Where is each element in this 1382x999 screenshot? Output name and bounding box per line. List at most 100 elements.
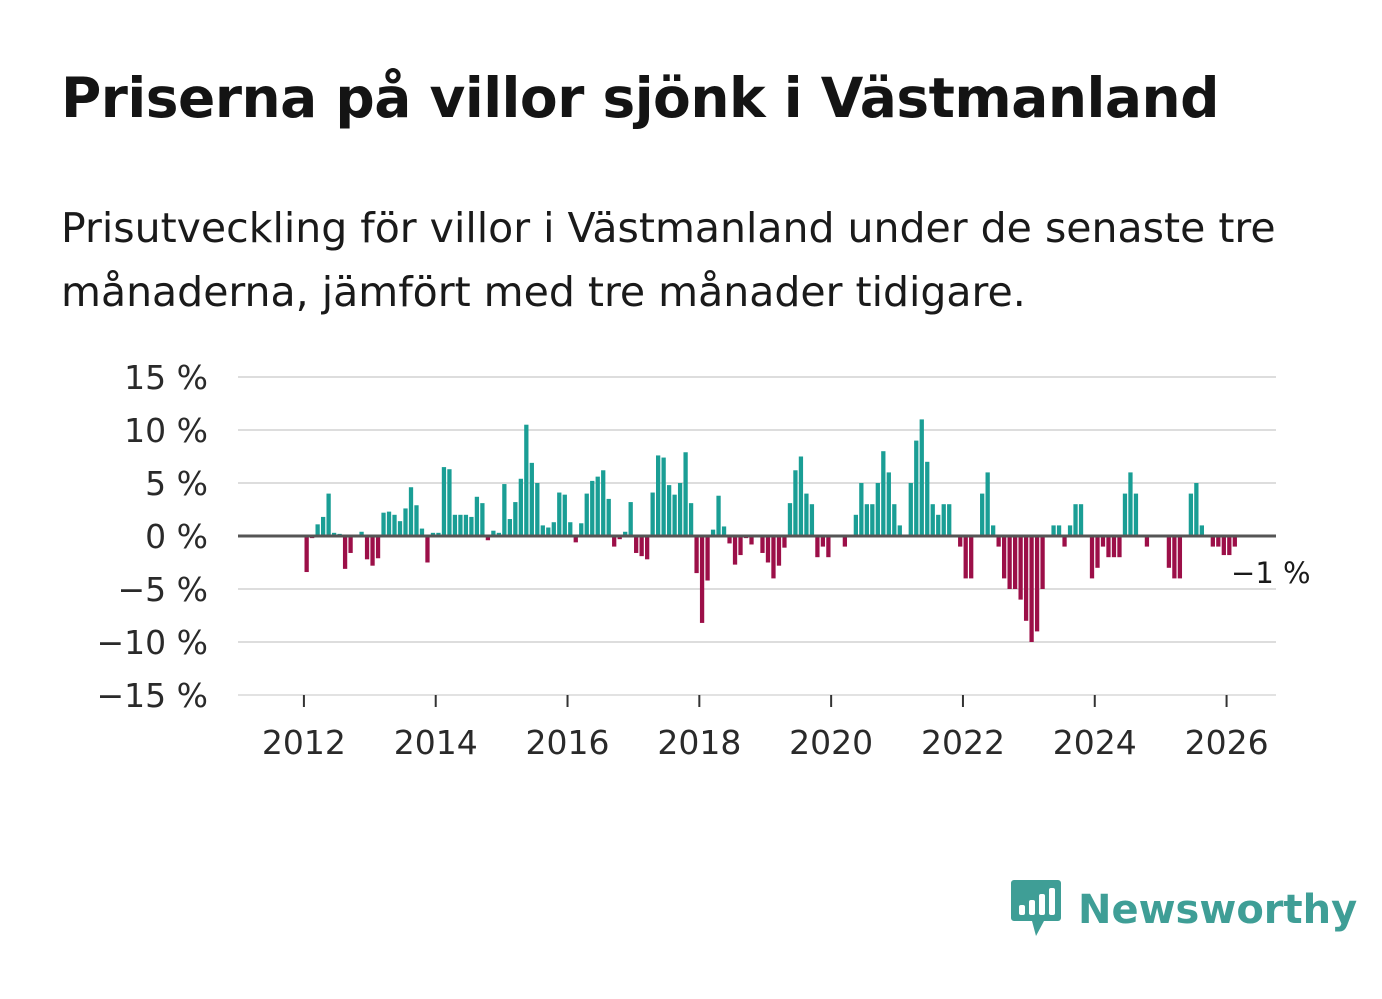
- bar: [760, 536, 765, 553]
- bar: [1117, 536, 1122, 558]
- y-axis-labels: 15 % 10 % 5 % 0 % −5 % −10 % −15 %: [97, 358, 209, 715]
- bar: [716, 495, 721, 536]
- bar: [469, 516, 474, 536]
- bar: [793, 470, 798, 536]
- bar: [749, 536, 754, 545]
- bar: [342, 536, 348, 569]
- bar: [859, 483, 864, 536]
- bar: [628, 502, 633, 536]
- bar: [375, 536, 381, 559]
- bar: [925, 461, 930, 536]
- bar: [370, 536, 375, 566]
- x-axis-labels: 2012 2014 2016 2018 2020 2022 2024 2026: [262, 723, 1269, 762]
- bar: [502, 484, 507, 536]
- bar: [1067, 525, 1073, 536]
- bar: [804, 493, 809, 536]
- bar: [1078, 504, 1084, 536]
- bar: [573, 536, 578, 543]
- bar: [463, 514, 469, 536]
- chart-title: Priserna på villor sjönk i Västmanland: [61, 66, 1220, 130]
- bar: [853, 514, 858, 536]
- bar: [320, 516, 326, 536]
- bar: [513, 502, 518, 536]
- bar: [732, 536, 738, 565]
- bar: [1106, 536, 1111, 558]
- bar: [991, 525, 996, 536]
- chart-subtitle: Prisutveckling för villor i Västmanland …: [61, 204, 1276, 316]
- bar: [304, 536, 309, 573]
- bar: [606, 498, 611, 536]
- bar: [348, 536, 353, 553]
- bar: [1216, 536, 1221, 547]
- bar: [524, 424, 529, 536]
- bar: [1034, 536, 1040, 632]
- bar: [694, 536, 699, 574]
- bar: [1122, 493, 1128, 536]
- x-tick-label: 2016: [526, 723, 610, 762]
- bar: [595, 476, 600, 536]
- bar: [666, 485, 672, 536]
- bar: [529, 462, 534, 536]
- bar: [326, 493, 331, 536]
- bar: [639, 536, 644, 557]
- bar: [996, 536, 1001, 547]
- bar: [1172, 536, 1177, 579]
- bar: [677, 483, 683, 536]
- bar: [864, 504, 869, 536]
- bar: [820, 536, 826, 547]
- y-tick-label: −10 %: [97, 623, 209, 662]
- bar: [1100, 536, 1106, 547]
- x-tick-label: 2022: [921, 723, 1005, 762]
- bar: [414, 505, 419, 536]
- bar: [936, 514, 941, 536]
- bar: [634, 536, 639, 553]
- bar: [699, 536, 705, 623]
- bar: [584, 493, 589, 536]
- bar: [579, 523, 584, 536]
- brand-name: Newsworthy: [1078, 887, 1358, 933]
- bar: [601, 470, 606, 536]
- bar: [397, 521, 403, 536]
- bar: [535, 483, 540, 536]
- bar: [447, 469, 452, 536]
- bar: [386, 511, 392, 536]
- bar: [683, 452, 688, 536]
- bar: [645, 536, 650, 560]
- bar: [612, 536, 617, 547]
- newsworthy-logo-icon: [1010, 878, 1062, 942]
- bar: [656, 455, 661, 536]
- bar: [441, 467, 447, 536]
- bar: [969, 536, 974, 579]
- bar: [507, 519, 512, 536]
- brand-logo[interactable]: Newsworthy: [1010, 878, 1357, 942]
- bar: [359, 531, 364, 536]
- bar: [1002, 536, 1007, 579]
- bar: [798, 456, 804, 536]
- x-tick-label: 2024: [1053, 723, 1137, 762]
- bar: [1007, 536, 1012, 589]
- bar: [1018, 536, 1023, 600]
- bar: [809, 504, 815, 536]
- bar: [963, 536, 968, 579]
- x-tick-label: 2020: [789, 723, 873, 762]
- bar: [1221, 536, 1226, 556]
- bar: [1133, 493, 1139, 536]
- bar: [617, 536, 622, 540]
- bar: [1227, 536, 1232, 556]
- bar: [1040, 536, 1045, 589]
- bar: [1051, 525, 1056, 536]
- bar: [875, 483, 880, 536]
- bar: [919, 419, 924, 536]
- bar: [886, 472, 891, 536]
- bar: [738, 536, 743, 556]
- bar: [392, 514, 397, 536]
- bar: [408, 487, 414, 536]
- bar: [930, 504, 935, 536]
- bar: [776, 536, 782, 566]
- bar: [623, 531, 628, 536]
- bar: [1073, 504, 1078, 536]
- y-tick-label: 0 %: [145, 517, 208, 556]
- bar: [1029, 536, 1034, 642]
- bar: [771, 536, 776, 579]
- bar: [518, 478, 523, 536]
